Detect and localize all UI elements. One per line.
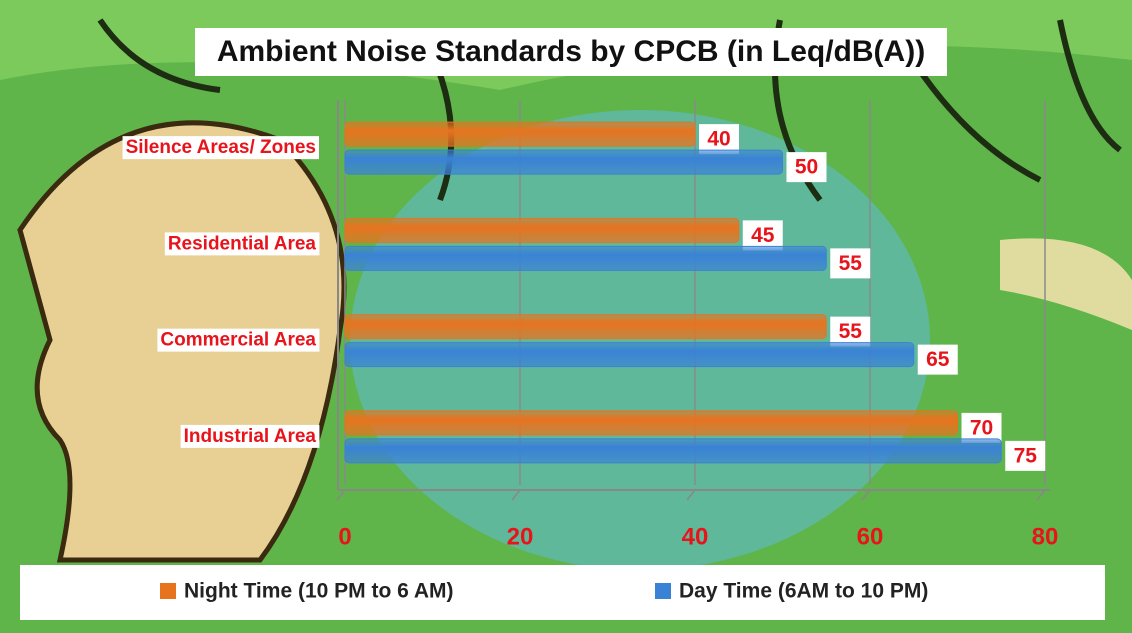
- legend-label: Night Time (10 PM to 6 AM): [184, 580, 454, 603]
- x-tick-label: 80: [1032, 523, 1059, 550]
- bar: [344, 342, 915, 368]
- data-label: 50: [795, 156, 818, 179]
- category-label: Industrial Area: [184, 426, 317, 447]
- legend-box: [20, 565, 1105, 620]
- legend-swatch: [655, 583, 671, 599]
- data-label: 55: [839, 320, 863, 343]
- tick-mark: [336, 489, 346, 501]
- x-tick-label: 60: [857, 523, 884, 550]
- bar: [344, 314, 827, 340]
- background-shape: [1000, 238, 1132, 330]
- bar: [344, 245, 827, 271]
- bar: [344, 410, 958, 436]
- tick-mark: [686, 489, 696, 501]
- bar: [344, 217, 740, 243]
- data-label-box: [786, 152, 827, 183]
- category-label-box: [122, 136, 319, 160]
- x-tick-label: 40: [682, 523, 709, 550]
- data-label-box: [961, 412, 1002, 443]
- data-label: 40: [707, 128, 730, 151]
- data-label: 45: [751, 224, 775, 247]
- chart-title: Ambient Noise Standards by CPCB (in Leq/…: [217, 35, 925, 68]
- tick-mark: [511, 489, 521, 501]
- x-tick-label: 0: [338, 523, 351, 550]
- data-label-box: [917, 344, 958, 375]
- data-label: 70: [970, 416, 993, 439]
- bar: [344, 438, 1002, 464]
- data-label-box: [699, 124, 739, 155]
- bar: [344, 149, 783, 175]
- legend-swatch: [160, 583, 176, 599]
- bar: [344, 121, 696, 147]
- category-label: Silence Areas/ Zones: [126, 137, 316, 158]
- category-label-box: [157, 328, 320, 352]
- data-label-box: [1005, 440, 1046, 471]
- category-label: Residential Area: [168, 233, 317, 254]
- data-label-box: [742, 220, 783, 251]
- legend-label: Day Time (6AM to 10 PM): [679, 580, 928, 603]
- tick-mark: [861, 489, 871, 501]
- background-stroke: [97, 18, 1122, 202]
- data-label: 75: [1014, 444, 1038, 467]
- data-label-box: [830, 316, 871, 347]
- data-label-box: [830, 248, 871, 279]
- data-label: 55: [839, 252, 863, 275]
- x-tick-label: 20: [507, 523, 534, 550]
- tick-mark: [1036, 489, 1046, 501]
- title-box: [195, 28, 947, 76]
- category-label-box: [180, 424, 320, 448]
- category-label-box: [164, 232, 320, 256]
- category-label: Commercial Area: [160, 330, 316, 351]
- data-label: 65: [926, 348, 950, 371]
